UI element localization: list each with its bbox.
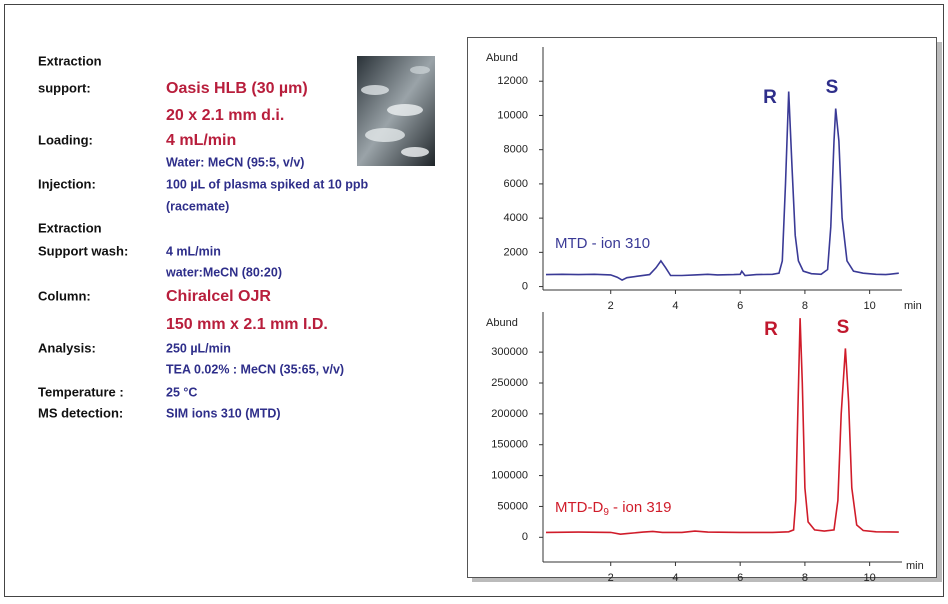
x-axis-label: min [906, 560, 924, 572]
y-tick-label: 300000 [491, 346, 528, 358]
trace-label-part: MTD - ion 310 [555, 235, 650, 252]
value: 4 mL/min [166, 244, 221, 258]
label: Column: [38, 288, 91, 303]
y-tick-label: 50000 [497, 500, 528, 512]
y-tick-label: 150000 [491, 439, 528, 451]
value: Chiralcel OJR [166, 288, 271, 305]
y-axis-label: Abund [486, 52, 518, 64]
x-tick-label: 10 [864, 572, 876, 584]
y-tick-label: 200000 [491, 408, 528, 420]
value: SIM ions 310 (MTD) [166, 406, 281, 420]
trace-label: MTD - ion 310 [555, 235, 650, 252]
label: Injection: [38, 176, 96, 191]
y-tick-label: 100000 [491, 469, 528, 481]
x-tick-label: 4 [672, 572, 678, 584]
value: 250 µL/min [166, 341, 231, 355]
value: Oasis HLB (30 µm) [166, 80, 308, 97]
label: support: [38, 80, 91, 95]
value: water:MeCN (80:20) [165, 265, 282, 279]
y-tick-label: 2000 [504, 246, 528, 258]
trace-label-part: - ion 319 [609, 499, 672, 516]
value: 4 mL/min [166, 132, 236, 149]
value: 100 µL of plasma spiked at 10 ppb [166, 177, 369, 191]
x-tick-label: 8 [802, 300, 808, 312]
x-tick-label: 2 [608, 300, 614, 312]
label: Extraction [38, 220, 102, 235]
peak-label: S [837, 317, 850, 338]
value: 20 x 2.1 mm d.i. [166, 107, 284, 124]
y-tick-label: 10000 [497, 109, 528, 121]
label: Analysis: [38, 340, 96, 355]
y-tick-label: 6000 [504, 178, 528, 190]
peak-label: S [826, 77, 839, 98]
y-tick-label: 250000 [491, 377, 528, 389]
label: Temperature : [38, 384, 124, 399]
x-axis-label: min [904, 300, 922, 312]
x-tick-label: 6 [737, 300, 743, 312]
trace-label: MTD-D9 - ion 319 [555, 499, 671, 518]
value: TEA 0.02% : MeCN (35:65, v/v) [166, 362, 344, 376]
y-axis-label: Abund [486, 317, 518, 329]
label: MS detection: [38, 405, 123, 420]
x-tick-label: 10 [864, 300, 876, 312]
peak-label: R [763, 87, 777, 108]
value: 25 °C [166, 385, 197, 399]
water-photo [357, 56, 435, 166]
y-tick-label: 8000 [504, 144, 528, 156]
peak-label: R [764, 319, 778, 340]
x-tick-label: 4 [672, 300, 678, 312]
x-tick-label: 6 [737, 572, 743, 584]
y-tick-label: 0 [522, 531, 528, 543]
value: (racemate) [166, 199, 229, 213]
x-tick-label: 2 [608, 572, 614, 584]
slide: Extraction support: Oasis HLB (30 µm) 20… [0, 0, 948, 599]
value: Water: MeCN (95:5, v/v) [166, 155, 304, 169]
trace-label-part: MTD-D [555, 499, 603, 516]
label: Support wash: [38, 243, 128, 258]
label: Loading: [38, 132, 93, 147]
label: Extraction [38, 53, 102, 68]
value: 150 mm x 2.1 mm I.D. [166, 316, 328, 333]
y-tick-label: 12000 [497, 75, 528, 87]
x-tick-label: 8 [802, 572, 808, 584]
y-tick-label: 0 [522, 280, 528, 292]
y-tick-label: 4000 [504, 212, 528, 224]
